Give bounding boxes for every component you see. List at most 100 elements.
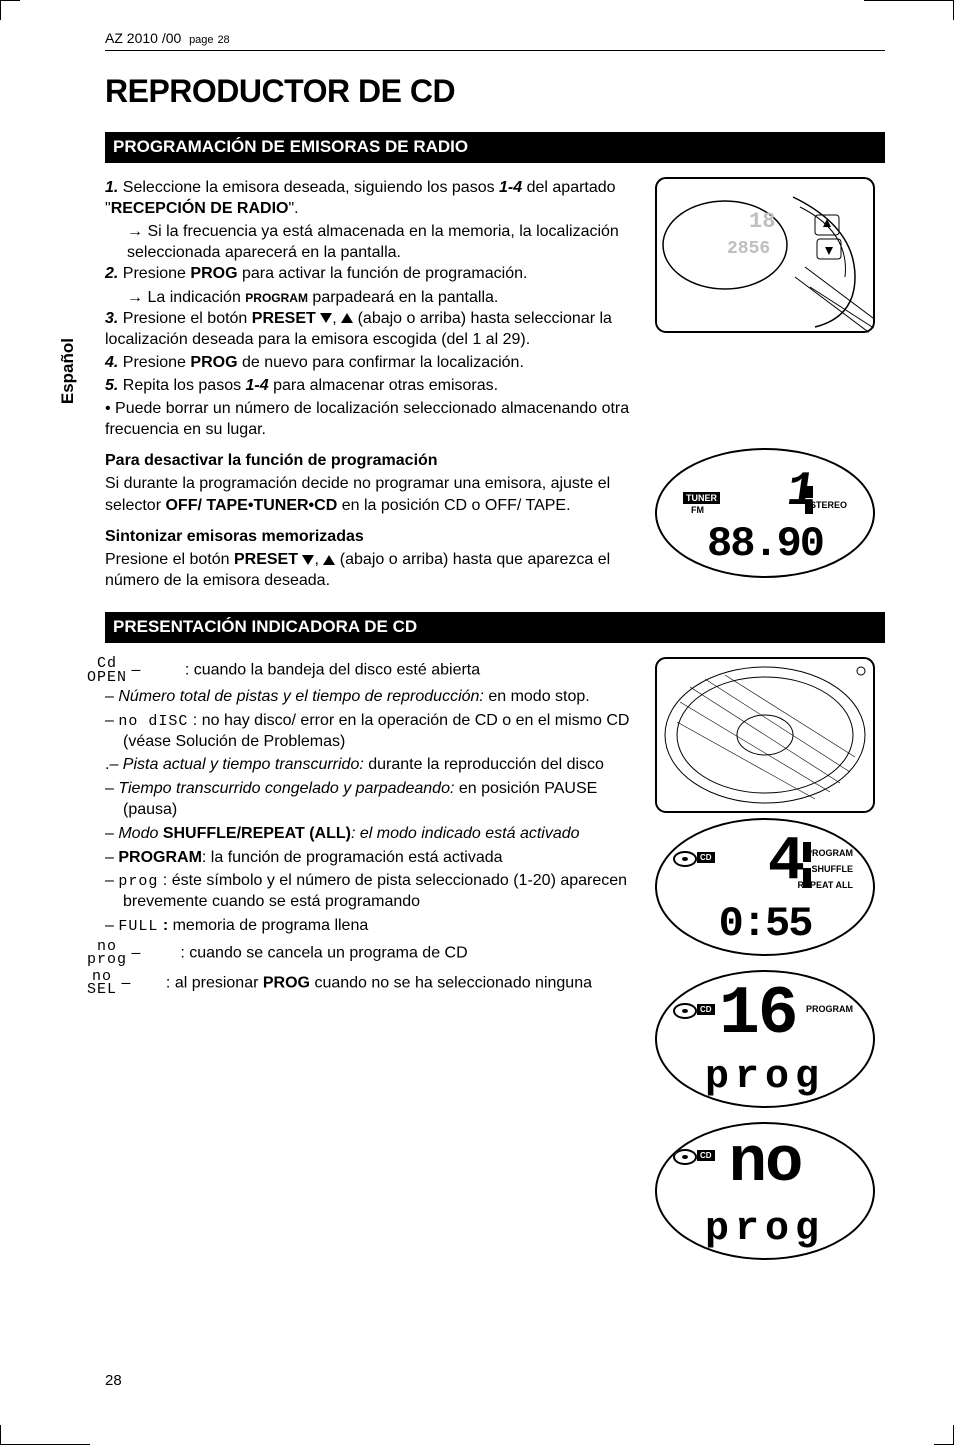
- item-prog-symbol: – prog : éste símbolo y el número de pis…: [105, 871, 641, 913]
- seg-text: no dISC: [118, 713, 188, 730]
- text: PROGRAM: [245, 291, 308, 305]
- text: : al presionar: [161, 975, 262, 992]
- track-number: 16: [719, 976, 797, 1053]
- cd-tag: CD: [697, 852, 715, 863]
- section-title: PRESENTACIÓN INDICADORA DE CD: [105, 612, 885, 642]
- seg-text: prog: [105, 953, 127, 967]
- section1-body: 1. Seleccione la emisora deseada, siguie…: [105, 177, 885, 594]
- text: : cuando la bandeja del disco esté abier…: [185, 662, 480, 679]
- text: : éste símbolo y el número de pista sele…: [123, 872, 627, 910]
- prog-text: prog: [705, 1207, 825, 1252]
- up-icon: [341, 313, 353, 323]
- text: Presione el botón: [123, 310, 252, 327]
- text: de nuevo para confirmar la localización.: [238, 354, 524, 371]
- main-title: REPRODUCTOR DE CD: [105, 73, 885, 110]
- cd-tag: CD: [697, 1150, 715, 1161]
- page-header-number: 28: [217, 34, 229, 46]
- text: Pista actual y tiempo transcurrido:: [123, 756, 364, 773]
- text: durante la reproducción del disco: [364, 756, 604, 773]
- text: PROG: [190, 354, 237, 371]
- program-tag: PROGRAM: [806, 848, 853, 858]
- section2-images: CD PROGRAM SHUFFLE REPEAT ALL 4 0:55 CD …: [655, 657, 885, 1274]
- text: : el modo indicado está activado: [351, 825, 580, 842]
- model-number: AZ 2010 /00: [105, 30, 181, 46]
- text: Puede borrar un número de localización s…: [105, 400, 629, 438]
- text: memoria de programa llena: [173, 917, 369, 934]
- text: Presione: [123, 354, 191, 371]
- stereo-bars: [805, 486, 813, 514]
- item-no-sel: no SEL – : al presionar PROG cuando no s…: [105, 970, 641, 997]
- text: Número total de pistas y el tiempo de re…: [118, 688, 484, 705]
- section2-body: Cd OPEN – : cuando la bandeja del disco …: [105, 657, 885, 1274]
- stereo-tag: STEREO: [810, 500, 847, 510]
- step-1: 1. Seleccione la emisora deseada, siguie…: [105, 177, 641, 219]
- item-cd-open: Cd OPEN – : cuando la bandeja del disco …: [105, 657, 641, 684]
- text: SHUFFLE/REPEAT (ALL): [163, 825, 351, 842]
- text: en modo stop.: [484, 688, 590, 705]
- tuner-tag: TUNER: [683, 492, 720, 504]
- text: PROG: [263, 975, 310, 992]
- no-text: no: [729, 1128, 802, 1200]
- svg-text:18: 18: [749, 209, 775, 234]
- shuffle-tag: SHUFFLE: [812, 864, 854, 874]
- time-display: 0:55: [719, 900, 812, 948]
- track-bars: [803, 842, 811, 888]
- text: PROGRAM: [118, 849, 202, 866]
- section-radio-programming: PROGRAMACIÓN DE EMISORAS DE RADIO: [105, 132, 885, 163]
- cd-tag: CD: [697, 1004, 715, 1015]
- item-full: – FULL : memoria de programa llena: [105, 916, 641, 937]
- seg-text: OPEN: [105, 671, 127, 685]
- text: Repita los pasos: [123, 377, 246, 394]
- item-total-tracks: – Número total de pistas y el tiempo de …: [105, 687, 641, 708]
- page-number: 28: [105, 1372, 122, 1389]
- cd-display-1: CD PROGRAM SHUFFLE REPEAT ALL 4 0:55: [655, 818, 875, 956]
- text: Tiempo transcurrido congelado y parpadea…: [118, 780, 454, 797]
- program-tag: PROGRAM: [806, 1004, 853, 1014]
- text: PRESET: [252, 310, 316, 327]
- section-title: PROGRAMACIÓN DE EMISORAS DE RADIO: [105, 132, 885, 162]
- section2-text: Cd OPEN – : cuando la bandeja del disco …: [105, 657, 641, 1274]
- text: para activar la función de programación.: [238, 265, 528, 282]
- text: 1-4: [499, 179, 522, 196]
- seg-text: FULL: [118, 918, 158, 935]
- crop-mark: [934, 1425, 954, 1445]
- text: PRESET: [234, 551, 298, 568]
- step-2: 2. Presione PROG para activar la función…: [105, 263, 641, 284]
- para-tune: Presione el botón PRESET , (abajo o arri…: [105, 549, 641, 591]
- track-number: 4: [768, 826, 803, 897]
- item-no-prog: no prog – : cuando se cancela un program…: [105, 940, 641, 967]
- section1-text: 1. Seleccione la emisora deseada, siguie…: [105, 177, 641, 594]
- down-icon: [302, 555, 314, 565]
- page-header: AZ 2010 /00 page 28: [105, 30, 885, 51]
- text: cuando no se ha seleccionado ninguna: [310, 975, 592, 992]
- language-tab: Español: [58, 338, 78, 404]
- step-4: 4. Presione PROG de nuevo para confirmar…: [105, 352, 641, 373]
- section1-images: 18 2856 TUNER FM STEREO 1: [655, 177, 885, 594]
- cd-display-2: CD PROGRAM 16 prog: [655, 970, 875, 1108]
- section-cd-display: PRESENTACIÓN INDICADORA DE CD: [105, 612, 885, 643]
- item-no-disc: – no dISC : no hay disco/ error en la op…: [105, 711, 641, 753]
- item-current-track: .– Pista actual y tiempo transcurrido: d…: [105, 755, 641, 776]
- crop-mark: [864, 0, 954, 20]
- text: parpadeará en la pantalla.: [308, 289, 498, 306]
- item-shuffle: – Modo SHUFFLE/REPEAT (ALL): el modo ind…: [105, 824, 641, 845]
- bullet-1: • Puede borrar un número de localización…: [105, 398, 641, 440]
- text: Si la frecuencia ya está almacenada en l…: [127, 223, 619, 261]
- step-3: 3. Presione el botón PRESET , (abajo o a…: [105, 308, 641, 350]
- prog-text: prog: [705, 1055, 825, 1100]
- text: : cuando se cancela un programa de CD: [176, 945, 468, 962]
- text: PROG: [190, 265, 237, 282]
- text: La indicación: [147, 289, 245, 306]
- text: en la posición CD o OFF/ TAPE.: [337, 497, 570, 514]
- text: Modo: [118, 825, 162, 842]
- text: : la función de programación está activa…: [202, 849, 503, 866]
- para-deactivate: Si durante la programación decide no pro…: [105, 473, 641, 515]
- fm-tag: FM: [691, 505, 704, 515]
- crop-mark: [0, 0, 20, 20]
- svg-text:2856: 2856: [727, 239, 770, 259]
- step-2-sub: → La indicación PROGRAM parpadeará en la…: [105, 287, 641, 308]
- item-pause: – Tiempo transcurrido congelado y parpad…: [105, 779, 641, 821]
- frequency-display: 88.90: [707, 520, 823, 568]
- page-label: page: [189, 34, 213, 46]
- text: ".: [288, 200, 298, 217]
